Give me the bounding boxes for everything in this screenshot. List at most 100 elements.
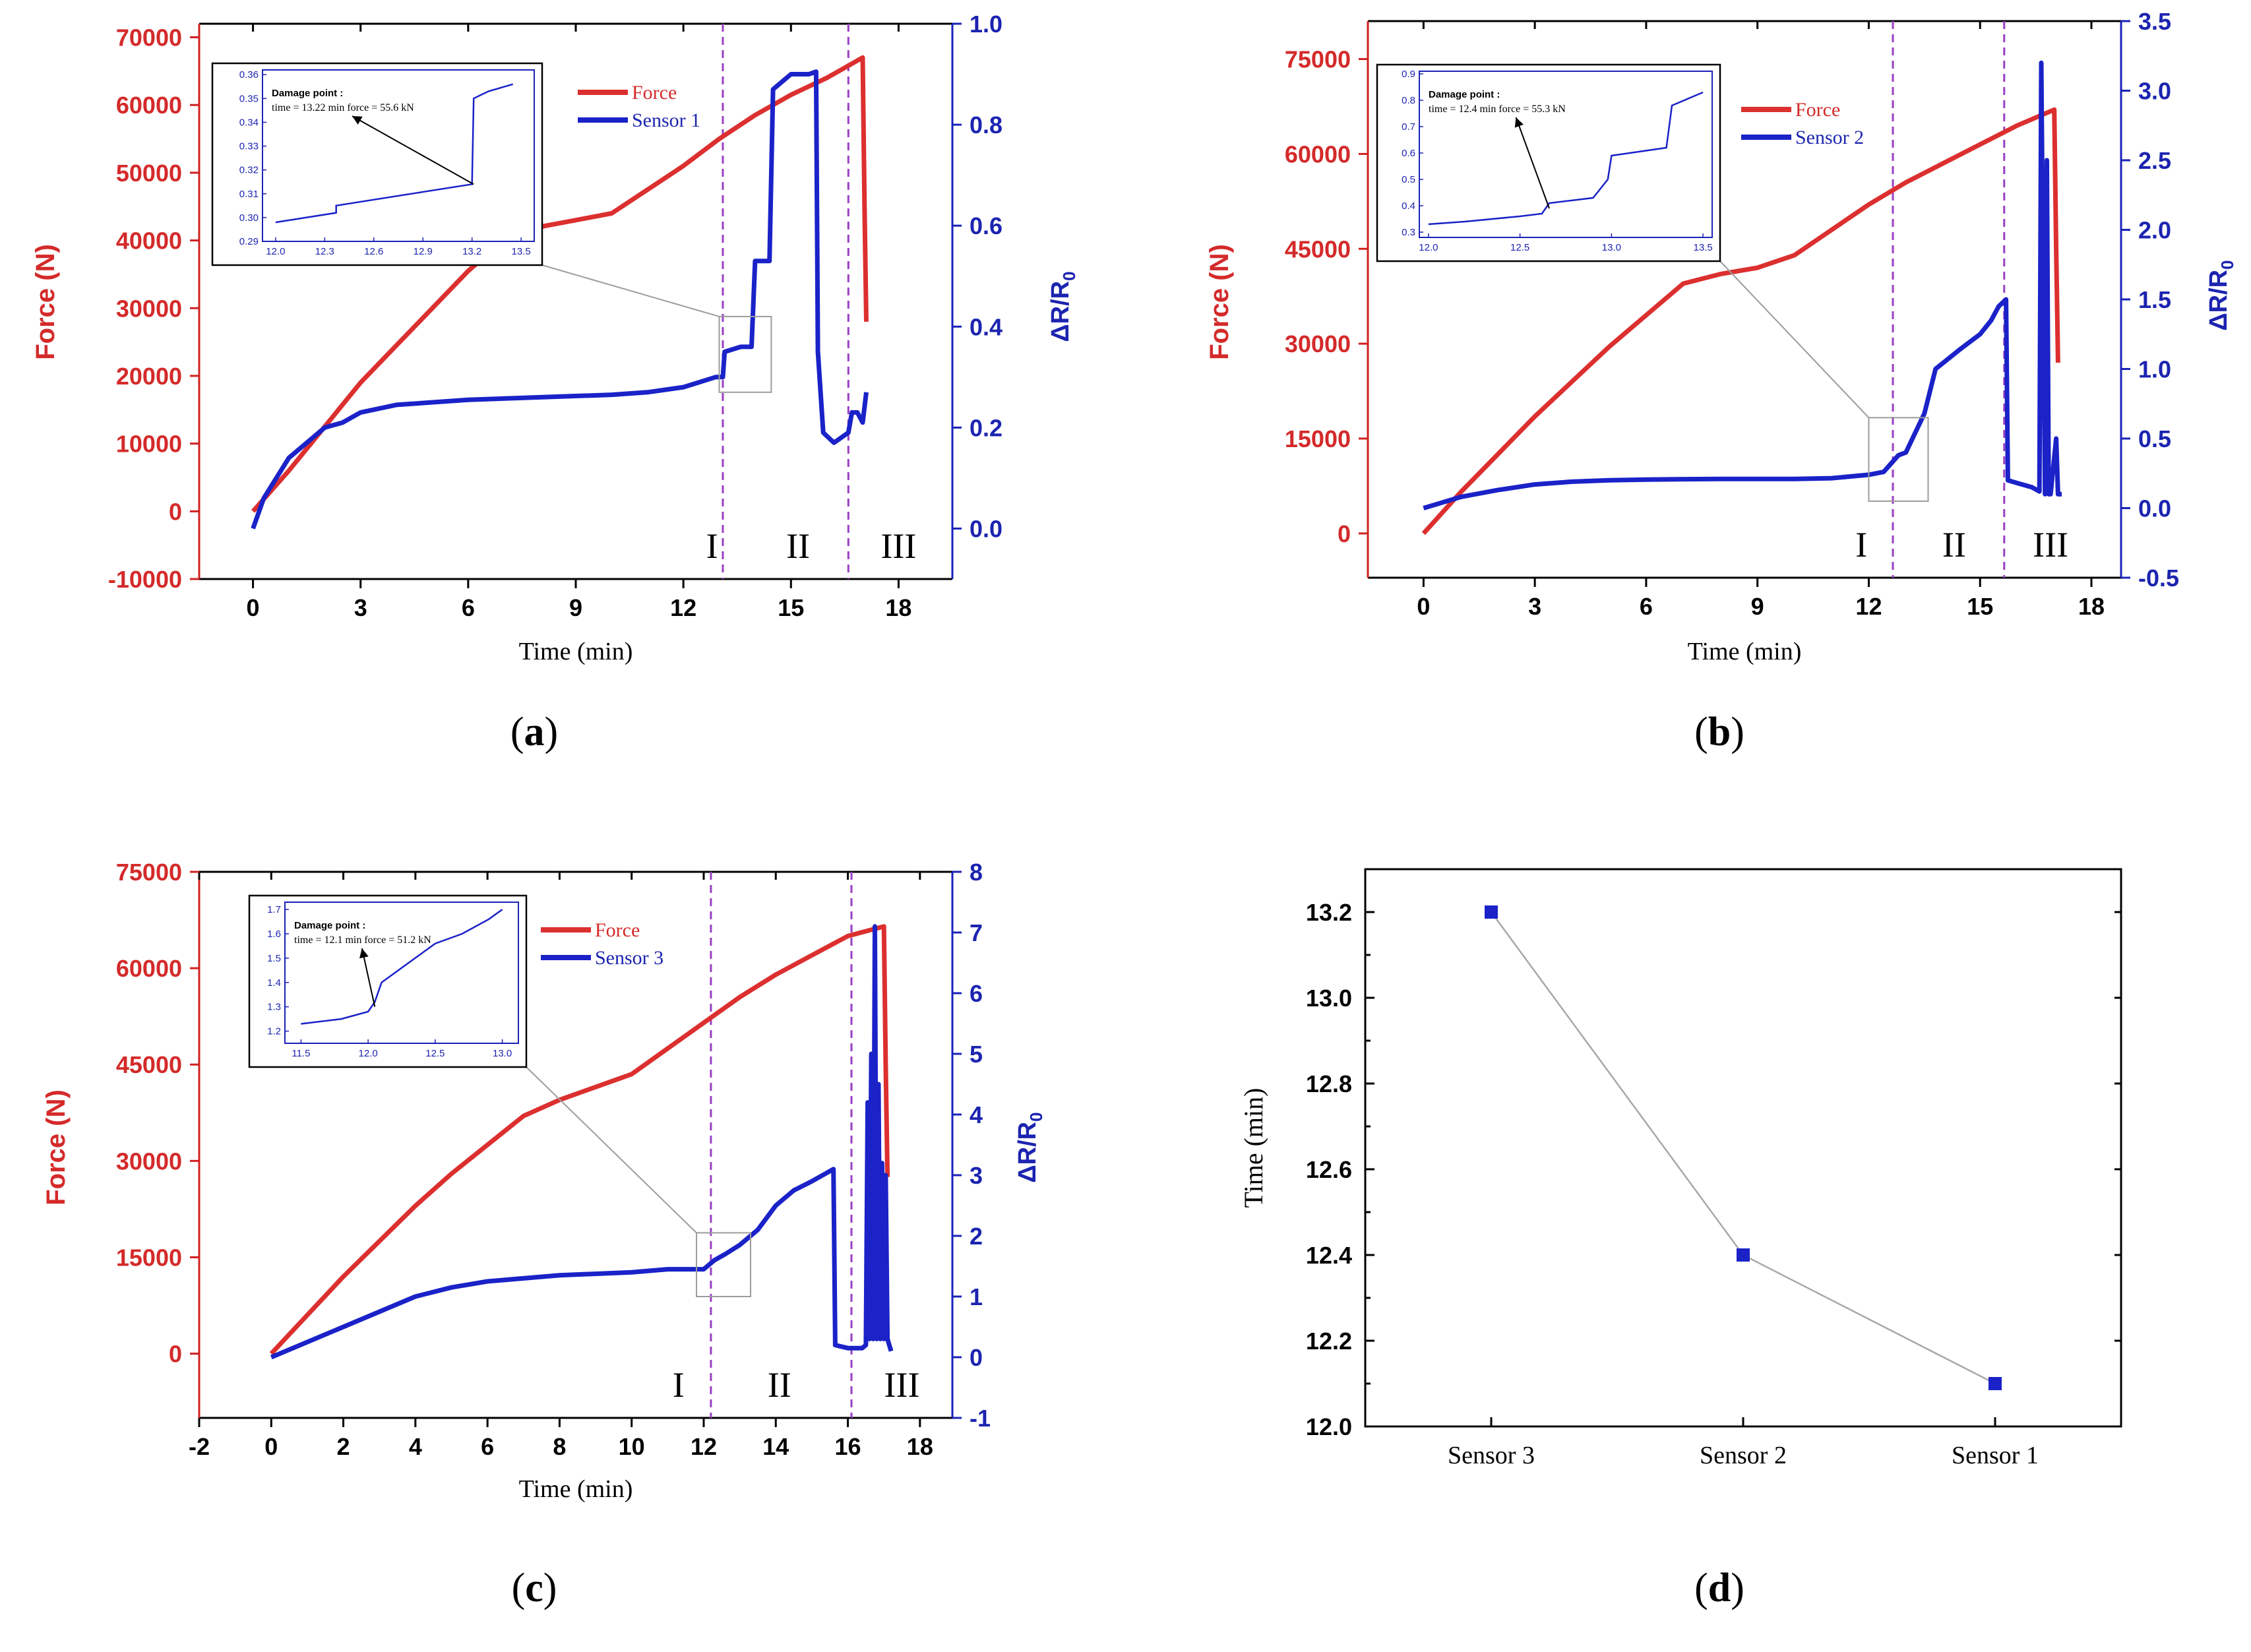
data-point — [1485, 905, 1498, 919]
y-left-tick-label: 10000 — [116, 431, 182, 458]
y-right-tick-label: 3 — [970, 1162, 983, 1189]
phase-label: III — [2033, 525, 2068, 565]
y-left-tick-label: 45000 — [116, 1051, 182, 1078]
y-right-tick-label: 2 — [970, 1223, 983, 1250]
inset-arrow-head — [352, 116, 363, 125]
y-right-tick-label: 8 — [970, 859, 983, 886]
y-right-tick-label: -0.5 — [2138, 565, 2179, 592]
y-right-tick-label: 0 — [970, 1344, 983, 1371]
y-tick-label: 13.0 — [1306, 985, 1352, 1012]
inset-arrow-head — [359, 948, 369, 959]
inset-y-tick-label: 0.34 — [239, 117, 259, 128]
y-right-tick-label: 7 — [970, 919, 983, 946]
x-tick-label: 12 — [670, 594, 696, 621]
y-left-tick-label: 60000 — [116, 955, 182, 982]
x-tick-label: 0 — [264, 1433, 278, 1460]
phase-label: III — [880, 526, 916, 566]
panel-caption: (c) — [512, 1566, 557, 1610]
inset-x-tick-label: 12.0 — [1419, 242, 1438, 253]
caption-close: ) — [545, 710, 559, 754]
y-left-tick-label: 0 — [169, 498, 182, 525]
inset-y-tick-label: 0.35 — [239, 93, 259, 104]
y-right-axis-label-main: ΔR/R — [1014, 1122, 1041, 1183]
inset-x-tick-label: 12.5 — [1510, 242, 1529, 253]
y-right-tick-label: 3.5 — [2138, 8, 2171, 35]
inset-x-tick-label: 13.2 — [462, 246, 481, 257]
y-left-tick-label: 45000 — [1285, 235, 1351, 262]
inset-axes — [1419, 71, 1713, 238]
data-point — [1989, 1377, 2002, 1390]
x-tick-label: 0 — [1417, 593, 1430, 620]
inset-y-tick-label: 0.5 — [1402, 174, 1415, 185]
panel-caption: (a) — [510, 710, 558, 754]
x-tick-label: 15 — [778, 594, 804, 621]
inset-x-tick-label: 13.0 — [1602, 242, 1621, 253]
y-left-tick-label: 70000 — [116, 24, 182, 51]
y-left-tick-label: 0 — [1338, 520, 1351, 547]
y-right-tick-label: 3.0 — [2138, 78, 2171, 105]
inset-y-tick-label: 0.33 — [239, 141, 259, 152]
legend-sensor-label: Sensor 3 — [595, 947, 663, 969]
force-line — [1421, 107, 2060, 535]
y-left-tick-label: 30000 — [1285, 330, 1351, 357]
y-left-tick-label: 15000 — [116, 1244, 182, 1271]
inset-y-tick-label: 0.4 — [1402, 200, 1415, 212]
plot-frame — [1364, 868, 2122, 1428]
phase-label: I — [706, 526, 718, 566]
inset-y-tick-label: 0.29 — [239, 236, 259, 247]
y-left-tick-label: 30000 — [116, 1147, 182, 1175]
inset-frame — [1376, 63, 1721, 262]
inset-arrow — [361, 948, 376, 1007]
data-point — [1737, 1248, 1750, 1262]
inset-y-tick-label: 0.30 — [239, 212, 259, 224]
inset-y-tick-label: 0.31 — [239, 189, 259, 200]
x-tick-label: 18 — [907, 1433, 933, 1460]
y-right-tick-label: 0.0 — [970, 515, 1002, 542]
inset-x-tick-label: 12.6 — [364, 246, 383, 257]
y-right-tick-label: 5 — [970, 1041, 983, 1068]
y-tick-label: 12.2 — [1306, 1328, 1352, 1355]
y-right-tick-label: 2.0 — [2138, 217, 2171, 244]
zoom-connector — [541, 264, 720, 317]
phase-label: II — [1942, 525, 1966, 565]
sensor-line — [270, 924, 894, 1360]
y-right-tick-label: 4 — [970, 1101, 983, 1128]
y-right-tick-label: 1.5 — [2138, 286, 2171, 313]
legend-force-label: Force — [595, 919, 640, 941]
phase-label: II — [768, 1365, 791, 1405]
x-tick-label: Sensor 1 — [1952, 1442, 2039, 1469]
y-left-axis-label: Force (N) — [42, 1089, 71, 1206]
inset-y-tick-label: 1.3 — [267, 1002, 281, 1013]
inset-axes — [262, 69, 535, 242]
inset-frame — [211, 62, 543, 266]
caption-open: ( — [510, 710, 524, 754]
inset-arrow — [1515, 117, 1550, 209]
inset-y-tick-label: 1.4 — [267, 977, 281, 989]
x-tick-label: 10 — [619, 1433, 645, 1460]
y-right-tick-label: 0.2 — [970, 414, 1002, 441]
zoom-connector — [526, 1066, 697, 1234]
x-tick-label: Sensor 3 — [1448, 1442, 1535, 1469]
y-tick-label: 13.2 — [1306, 899, 1352, 926]
y-right-axis-label-main: ΔR/R — [2205, 270, 2233, 331]
y-left-axis-label: Force (N) — [1205, 244, 1234, 360]
inset-axes — [284, 902, 519, 1044]
phase-label: I — [1855, 525, 1867, 565]
y-right-tick-label: 2.5 — [2138, 147, 2171, 174]
y-right-axis-label-sub: 0 — [2217, 260, 2237, 269]
y-left-axis-label: Force (N) — [31, 244, 60, 360]
inset-y-tick-label: 1.7 — [267, 904, 281, 915]
legend-sensor-label: Sensor 2 — [1795, 127, 1864, 148]
caption-close: ) — [1731, 710, 1744, 754]
inset-x-tick-label: 12.0 — [359, 1048, 378, 1059]
y-tick-label: 12.8 — [1306, 1070, 1352, 1097]
y-tick-label: 12.6 — [1306, 1156, 1352, 1183]
y-right-axis-label: ΔR/R0 — [2205, 260, 2237, 330]
y-right-axis-label-main: ΔR/R — [1047, 281, 1074, 342]
y-axis-label: Time (min) — [1239, 1088, 1268, 1208]
inset-x-tick-label: 13.0 — [493, 1048, 512, 1059]
y-right-axis-label: ΔR/R0 — [1014, 1112, 1046, 1182]
x-tick-label: 3 — [354, 594, 367, 621]
y-left-tick-label: 40000 — [116, 228, 182, 255]
